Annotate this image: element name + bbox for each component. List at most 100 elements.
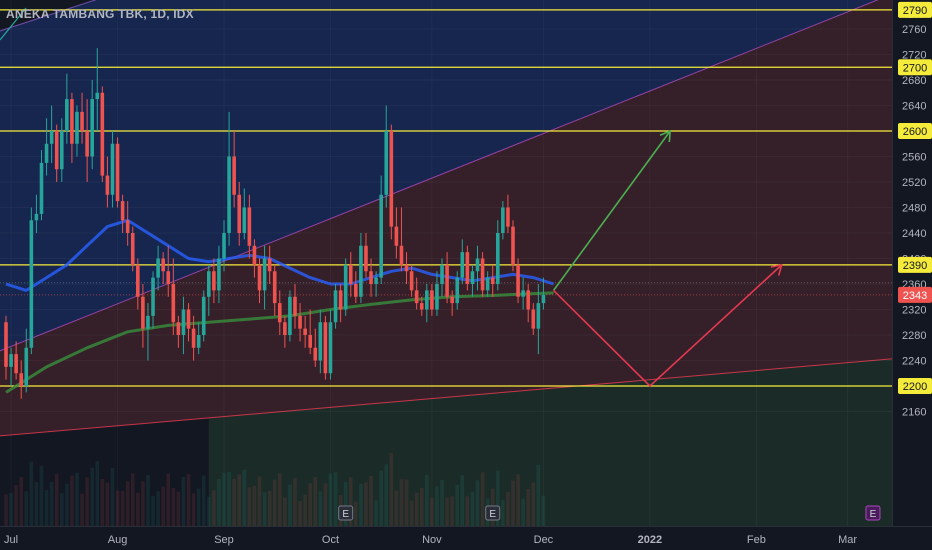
- candle-body[interactable]: [80, 111, 84, 131]
- earnings-event-marker[interactable]: E: [865, 505, 881, 521]
- candle-body[interactable]: [227, 156, 231, 234]
- event-badge[interactable]: [485, 505, 501, 521]
- candle[interactable]: [272, 264, 277, 316]
- candle-body[interactable]: [212, 271, 216, 291]
- candle-body[interactable]: [222, 233, 226, 259]
- candle-body[interactable]: [455, 277, 460, 304]
- candle[interactable]: [4, 315, 8, 380]
- candle[interactable]: [166, 245, 171, 297]
- candle-body[interactable]: [283, 322, 287, 335]
- candle-body[interactable]: [14, 354, 18, 374]
- candle-body[interactable]: [277, 303, 282, 323]
- candle[interactable]: [516, 258, 520, 304]
- candle-body[interactable]: [237, 194, 242, 233]
- candle-body[interactable]: [409, 271, 414, 291]
- candle[interactable]: [313, 328, 318, 367]
- candle-body[interactable]: [384, 131, 389, 195]
- candle-body[interactable]: [201, 296, 206, 335]
- candle[interactable]: [54, 124, 59, 182]
- candle-body[interactable]: [430, 290, 434, 310]
- candle[interactable]: [237, 182, 242, 246]
- candle-body[interactable]: [313, 347, 318, 361]
- candle-body[interactable]: [308, 335, 312, 348]
- candle[interactable]: [359, 233, 363, 304]
- candle[interactable]: [445, 252, 449, 304]
- candle-body[interactable]: [475, 258, 480, 272]
- projection-path-1[interactable]: [552, 130, 671, 291]
- candle[interactable]: [115, 137, 120, 208]
- candle-body[interactable]: [404, 264, 409, 272]
- candle[interactable]: [318, 309, 323, 374]
- event-badge[interactable]: [865, 505, 881, 521]
- candle-body[interactable]: [490, 277, 495, 284]
- candle[interactable]: [495, 220, 500, 291]
- candle[interactable]: [379, 175, 383, 284]
- candle-body[interactable]: [120, 201, 125, 221]
- candle[interactable]: [333, 284, 338, 329]
- candle-body[interactable]: [136, 264, 140, 297]
- candle-body[interactable]: [460, 252, 465, 278]
- candle-body[interactable]: [267, 258, 272, 272]
- candle[interactable]: [217, 245, 221, 304]
- candle-body[interactable]: [394, 226, 399, 246]
- level-price-tag[interactable]: 2390: [898, 256, 932, 273]
- candle-body[interactable]: [465, 252, 470, 284]
- candle[interactable]: [242, 188, 247, 240]
- price-axis[interactable]: 2160220022402280232023602400244024802520…: [892, 0, 932, 550]
- candle[interactable]: [506, 194, 510, 233]
- candle-body[interactable]: [29, 220, 34, 348]
- candle-body[interactable]: [506, 207, 510, 227]
- candle-body[interactable]: [110, 143, 115, 195]
- candle[interactable]: [288, 290, 292, 342]
- candle[interactable]: [435, 271, 439, 316]
- candle[interactable]: [303, 315, 307, 348]
- candle[interactable]: [110, 131, 115, 208]
- candle[interactable]: [394, 207, 399, 259]
- candle-body[interactable]: [39, 162, 44, 214]
- candle[interactable]: [191, 315, 196, 361]
- candle-body[interactable]: [369, 271, 373, 284]
- candle-body[interactable]: [95, 92, 100, 100]
- candle[interactable]: [161, 252, 165, 284]
- candle[interactable]: [80, 92, 84, 144]
- candle[interactable]: [49, 105, 54, 163]
- candle-body[interactable]: [379, 194, 383, 278]
- candle[interactable]: [399, 207, 404, 272]
- candle[interactable]: [450, 290, 454, 316]
- candle[interactable]: [120, 194, 125, 233]
- candle-body[interactable]: [34, 213, 39, 221]
- candle-body[interactable]: [318, 322, 323, 361]
- candle-body[interactable]: [59, 131, 64, 170]
- candle[interactable]: [414, 277, 419, 310]
- candle-body[interactable]: [480, 258, 485, 291]
- candle[interactable]: [95, 48, 100, 131]
- candle-body[interactable]: [156, 258, 160, 278]
- candle[interactable]: [257, 258, 262, 304]
- candle-body[interactable]: [328, 322, 333, 374]
- candle[interactable]: [136, 258, 140, 310]
- candle-body[interactable]: [485, 277, 490, 291]
- candle-body[interactable]: [130, 233, 135, 265]
- candle-body[interactable]: [262, 258, 267, 291]
- candle-body[interactable]: [44, 143, 49, 163]
- level-price-tag[interactable]: 2790: [898, 1, 932, 18]
- candle[interactable]: [455, 271, 460, 310]
- horizontal-levels[interactable]: [0, 9, 892, 387]
- candle-body[interactable]: [161, 258, 165, 272]
- candle-body[interactable]: [70, 99, 74, 144]
- projection-path-2[interactable]: [553, 264, 783, 388]
- candle[interactable]: [227, 111, 231, 246]
- candle-body[interactable]: [85, 131, 89, 157]
- candle[interactable]: [277, 290, 282, 335]
- level-price-tag[interactable]: 2600: [898, 123, 932, 139]
- candle-body[interactable]: [247, 207, 252, 246]
- candle-body[interactable]: [511, 226, 515, 265]
- candle-body[interactable]: [389, 131, 394, 227]
- candle[interactable]: [354, 271, 358, 304]
- candle-body[interactable]: [495, 233, 500, 284]
- candle[interactable]: [29, 207, 34, 355]
- candle-body[interactable]: [450, 296, 454, 304]
- candle-body[interactable]: [54, 131, 59, 170]
